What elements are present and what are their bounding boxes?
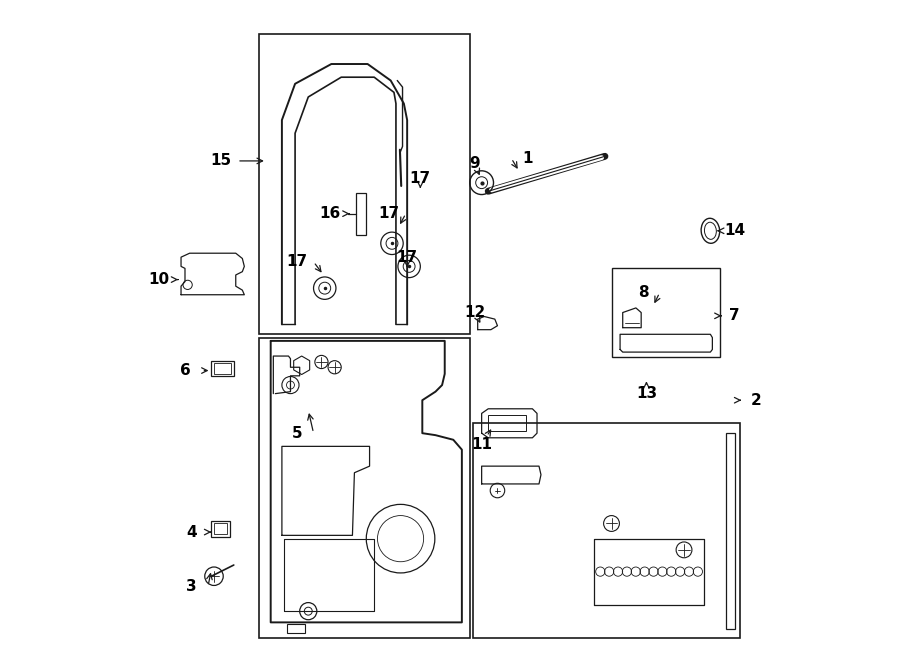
Bar: [259, 338, 470, 638]
Text: 11: 11: [471, 437, 492, 452]
Bar: [214, 524, 227, 534]
Text: 13: 13: [636, 386, 657, 401]
Text: 17: 17: [379, 206, 400, 221]
Bar: [259, 34, 470, 334]
Text: 2: 2: [752, 393, 762, 408]
Text: 6: 6: [180, 363, 191, 378]
Text: 17: 17: [286, 254, 308, 269]
Text: 5: 5: [292, 426, 302, 441]
Bar: [214, 363, 231, 374]
Text: 4: 4: [186, 524, 197, 540]
Bar: [286, 624, 305, 633]
Text: 9: 9: [469, 156, 480, 171]
Bar: [212, 361, 234, 376]
Text: 12: 12: [464, 305, 486, 320]
Text: 14: 14: [724, 223, 745, 238]
Text: 17: 17: [410, 171, 431, 185]
Text: 16: 16: [320, 206, 340, 221]
Text: 1: 1: [523, 151, 533, 166]
Bar: [488, 415, 526, 431]
Text: 7: 7: [730, 308, 740, 323]
Text: 8: 8: [638, 285, 649, 301]
Bar: [725, 432, 734, 629]
Bar: [611, 268, 720, 357]
Text: 15: 15: [210, 154, 231, 168]
Bar: [356, 193, 366, 236]
Text: 17: 17: [397, 250, 418, 265]
Bar: [212, 521, 230, 537]
Bar: [473, 423, 740, 638]
Text: 10: 10: [148, 272, 169, 287]
Text: 3: 3: [186, 579, 197, 594]
